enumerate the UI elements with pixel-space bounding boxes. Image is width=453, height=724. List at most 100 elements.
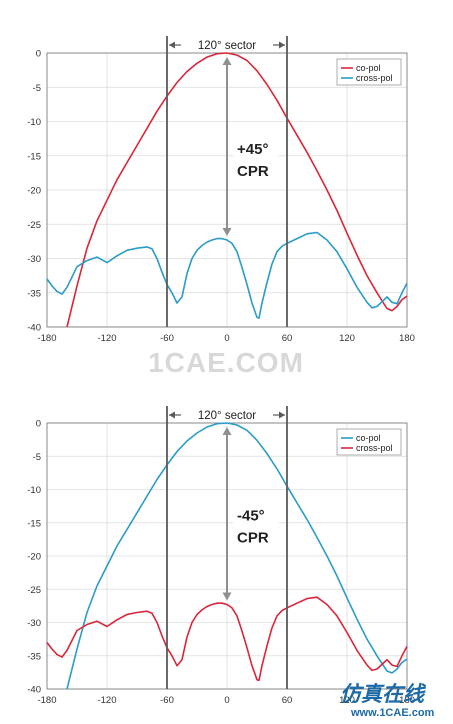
- x-tick-label: 180: [399, 333, 415, 344]
- data-point-co-pol: [226, 422, 227, 423]
- data-point-cross-pol: [258, 680, 259, 681]
- y-tick-label: -35: [27, 651, 41, 662]
- data-point-co-pol: [246, 60, 247, 61]
- data-point-co-pol: [276, 100, 277, 101]
- data-point-cross-pol: [46, 278, 47, 279]
- data-point-co-pol: [116, 179, 117, 180]
- data-point-cross-pol: [96, 256, 97, 257]
- legend-box: [336, 428, 402, 456]
- data-point-cross-pol: [66, 287, 67, 288]
- data-point-cross-pol: [251, 302, 252, 303]
- data-point-cross-pol: [136, 248, 137, 249]
- data-point-co-pol: [386, 308, 387, 309]
- y-tick-label: -15: [27, 518, 41, 529]
- data-point-co-pol: [176, 82, 177, 83]
- x-tick-label: 0: [224, 695, 229, 706]
- sector-label: 120° sector: [198, 410, 256, 422]
- data-point-co-pol: [266, 84, 267, 85]
- sector-arrowhead-left: [169, 411, 175, 419]
- data-point-cross-pol: [46, 642, 47, 643]
- data-point-co-pol: [336, 210, 337, 211]
- data-point-cross-pol: [106, 626, 107, 627]
- legend-label-co-pol: co-pol: [356, 433, 381, 443]
- x-tick-label: -60: [160, 333, 174, 344]
- data-point-co-pol: [391, 310, 392, 311]
- data-point-cross-pol: [206, 241, 207, 242]
- y-tick-label: -10: [27, 485, 41, 496]
- data-point-co-pol: [96, 220, 97, 221]
- data-point-cross-pol: [126, 250, 127, 251]
- series-line-co-pol: [66, 52, 408, 328]
- data-point-cross-pol: [281, 245, 282, 246]
- y-tick-label: -15: [27, 151, 41, 162]
- sector-arrowhead-right: [279, 41, 285, 49]
- data-point-cross-pol: [306, 233, 307, 234]
- data-point-cross-pol: [406, 282, 407, 283]
- data-point-cross-pol: [261, 302, 262, 303]
- data-point-cross-pol: [256, 679, 257, 680]
- site-logo-url: www.1CAE.com: [350, 707, 435, 719]
- cpr-label-text: CPR: [237, 163, 269, 180]
- data-point-cross-pol: [116, 255, 117, 256]
- data-point-co-pol: [406, 295, 407, 296]
- data-point-co-pol: [346, 232, 347, 233]
- data-point-cross-pol: [126, 614, 127, 615]
- site-logo-text: 仿真在线: [340, 681, 427, 706]
- data-point-cross-pol: [261, 665, 262, 666]
- x-tick-label: -120: [97, 695, 116, 706]
- data-point-cross-pol: [376, 306, 377, 307]
- legend-box: [336, 58, 402, 86]
- data-point-cross-pol: [256, 317, 257, 318]
- data-point-cross-pol: [86, 624, 87, 625]
- data-point-cross-pol: [241, 630, 242, 631]
- data-point-cross-pol: [146, 246, 147, 247]
- chart-bottom: 0 -5 -10 -15 -20 -25 -30 -35 -40-180 -120 -60 0 60 12…: [27, 406, 415, 706]
- data-point-co-pol: [376, 655, 377, 656]
- data-point-co-pol: [176, 451, 177, 452]
- data-point-cross-pol: [306, 598, 307, 599]
- x-tick-label: -120: [97, 333, 116, 344]
- data-point-co-pol: [326, 189, 327, 190]
- data-point-cross-pol: [371, 670, 372, 671]
- data-point-co-pol: [186, 71, 187, 72]
- data-point-cross-pol: [216, 603, 217, 604]
- data-point-co-pol: [356, 618, 357, 619]
- data-point-cross-pol: [346, 268, 347, 269]
- data-point-cross-pol: [376, 668, 377, 669]
- y-tick-label: -30: [27, 618, 41, 629]
- sector-arrowhead-right: [279, 411, 285, 419]
- data-point-cross-pol: [276, 615, 277, 616]
- data-point-cross-pol: [221, 603, 222, 604]
- data-point-cross-pol: [381, 664, 382, 665]
- cpr-label-text: CPR: [237, 530, 269, 547]
- data-point-cross-pol: [226, 604, 227, 605]
- x-tick-label: -180: [37, 695, 56, 706]
- y-tick-label: 0: [36, 49, 41, 60]
- data-point-cross-pol: [366, 664, 367, 665]
- data-point-cross-pol: [186, 273, 187, 274]
- data-point-cross-pol: [296, 238, 297, 239]
- data-point-co-pol: [296, 502, 297, 503]
- y-tick-label: -35: [27, 288, 41, 299]
- data-point-cross-pol: [196, 250, 197, 251]
- data-point-cross-pol: [246, 284, 247, 285]
- data-point-cross-pol: [176, 302, 177, 303]
- series-line-cross-pol: [46, 231, 408, 319]
- y-tick-label: -30: [27, 254, 41, 265]
- data-point-co-pol: [76, 648, 77, 649]
- y-tick-label: -5: [33, 83, 41, 94]
- data-point-co-pol: [196, 63, 197, 64]
- chart-top: 0 -5 -10 -15 -20 -25 -30 -35 -40-180 -120 -60 0 60 12…: [27, 36, 415, 344]
- data-point-co-pol: [86, 612, 87, 613]
- data-point-co-pol: [401, 662, 402, 663]
- data-point-cross-pol: [211, 604, 212, 605]
- data-point-cross-pol: [236, 615, 237, 616]
- data-point-cross-pol: [346, 632, 347, 633]
- y-tick-label: -10: [27, 117, 41, 128]
- data-point-cross-pol: [96, 620, 97, 621]
- data-point-co-pol: [146, 495, 147, 496]
- y-tick-label: -40: [27, 685, 41, 696]
- data-point-cross-pol: [66, 650, 67, 651]
- data-point-co-pol: [76, 285, 77, 286]
